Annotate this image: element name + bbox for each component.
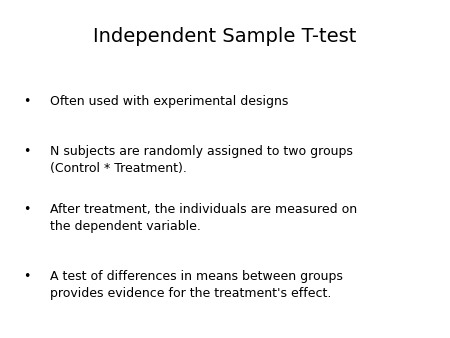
Text: •: •: [23, 95, 31, 107]
Text: Independent Sample T-test: Independent Sample T-test: [93, 27, 357, 46]
Text: A test of differences in means between groups
provides evidence for the treatmen: A test of differences in means between g…: [50, 270, 342, 300]
Text: •: •: [23, 145, 31, 158]
Text: After treatment, the individuals are measured on
the dependent variable.: After treatment, the individuals are mea…: [50, 203, 356, 233]
Text: Often used with experimental designs: Often used with experimental designs: [50, 95, 288, 107]
Text: N subjects are randomly assigned to two groups
(Control * Treatment).: N subjects are randomly assigned to two …: [50, 145, 352, 175]
Text: •: •: [23, 203, 31, 216]
Text: •: •: [23, 270, 31, 283]
